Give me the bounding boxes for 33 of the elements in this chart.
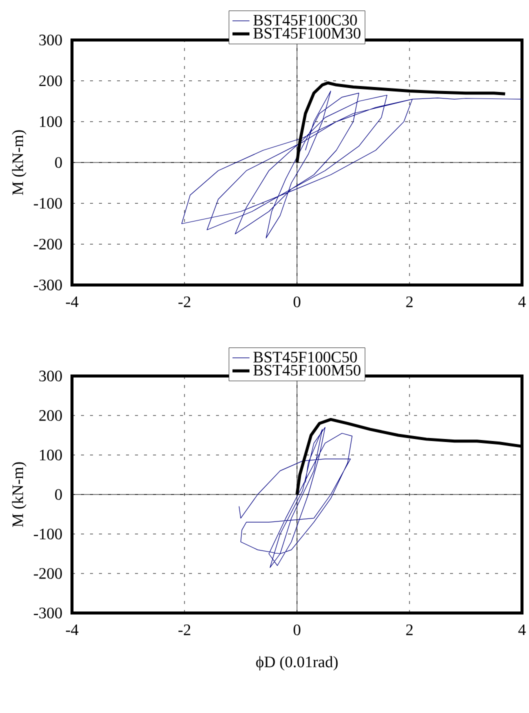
legend-label: BST45F100M30 — [253, 28, 360, 39]
y-tick-label: -200 — [34, 568, 62, 579]
x-axis-title: ϕD (0.01rad) — [256, 656, 338, 671]
legend-label: BST45F100C30 — [253, 14, 357, 26]
y-tick-label: 300 — [39, 370, 62, 382]
y-tick-label: -100 — [34, 528, 62, 540]
x-tick-label: 2 — [406, 296, 412, 308]
y-tick-label: -200 — [34, 238, 62, 250]
x-tick-label: -4 — [66, 624, 78, 636]
y-tick-label: -300 — [34, 608, 62, 618]
x-tick-label: 4 — [518, 296, 526, 307]
line-series — [181, 90, 522, 238]
y-tick-label: 0 — [54, 489, 62, 500]
x-tick-label: 4 — [518, 624, 526, 636]
y-tick-label: 300 — [39, 34, 62, 46]
x-tick-label: -2 — [178, 624, 190, 636]
y-axis-title: M (kN-m) — [12, 462, 26, 528]
y-tick-label: 100 — [40, 450, 62, 460]
y-axis-title: M (kN-m) — [12, 130, 26, 196]
y-tick-label: -100 — [34, 198, 62, 209]
legend-label: BST45F100M50 — [253, 364, 360, 376]
x-tick-label: -2 — [178, 296, 190, 308]
y-tick-label: -300 — [34, 280, 62, 290]
line-series — [238, 427, 352, 568]
legend-label: BST45F100C50 — [253, 352, 357, 363]
x-tick-label: 2 — [406, 624, 412, 636]
x-tick-label: 0 — [293, 624, 300, 636]
y-tick-label: 200 — [39, 410, 62, 421]
x-tick-label: 0 — [293, 296, 300, 308]
y-tick-label: 0 — [54, 157, 62, 168]
x-tick-label: -4 — [66, 296, 78, 307]
y-tick-label: 200 — [39, 75, 62, 86]
y-tick-label: 100 — [40, 116, 62, 128]
